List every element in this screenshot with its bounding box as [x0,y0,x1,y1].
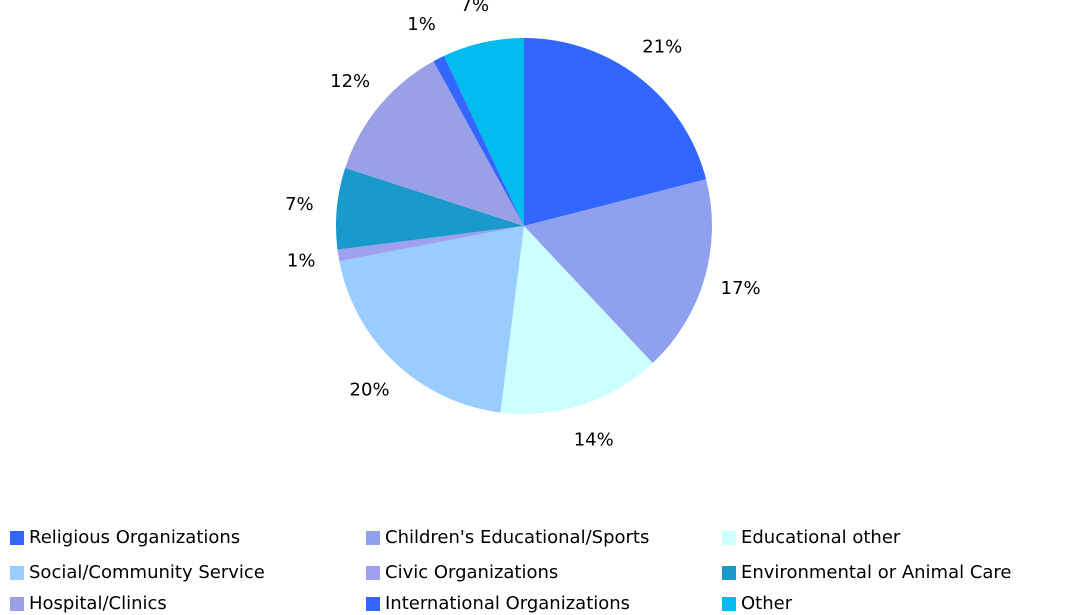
legend-label: Hospital/Clinics [29,593,167,614]
legend-label: Children's Educational/Sports [385,527,649,548]
pie-slice [345,61,524,226]
slice-label: 1% [407,14,436,35]
legend-label: Environmental or Animal Care [741,562,1012,583]
legend-swatch [722,597,736,611]
pie-slice [339,226,524,413]
legend-swatch [366,566,380,580]
pie-slice [524,38,707,226]
legend-swatch [10,566,24,580]
legend-swatch [366,597,380,611]
legend-swatch [366,531,380,545]
slice-label: 17% [721,278,761,299]
slice-label: 1% [287,250,316,271]
slice-label: 14% [574,430,614,451]
slice-label: 20% [350,379,390,400]
pie-slice [443,38,524,226]
slice-label: 7% [461,0,490,16]
pie-slice [433,55,524,226]
pie-slice [337,226,524,262]
legend-label: Other [741,593,793,614]
legend-label: Civic Organizations [385,562,558,583]
legend-label: Social/Community Service [29,562,265,583]
pie-slice [336,167,524,250]
legend-label: International Organizations [385,593,630,614]
legend-swatch [722,531,736,545]
legend-swatch [10,531,24,545]
slice-label: 21% [642,37,682,58]
slice-label: 12% [330,71,370,92]
legend-label: Educational other [741,527,901,548]
pie-slice [500,226,653,414]
legend-swatch [722,566,736,580]
legend-label: Religious Organizations [29,527,240,548]
slice-label: 7% [285,194,314,215]
pie-slice [524,179,712,364]
legend-swatch [10,597,24,611]
